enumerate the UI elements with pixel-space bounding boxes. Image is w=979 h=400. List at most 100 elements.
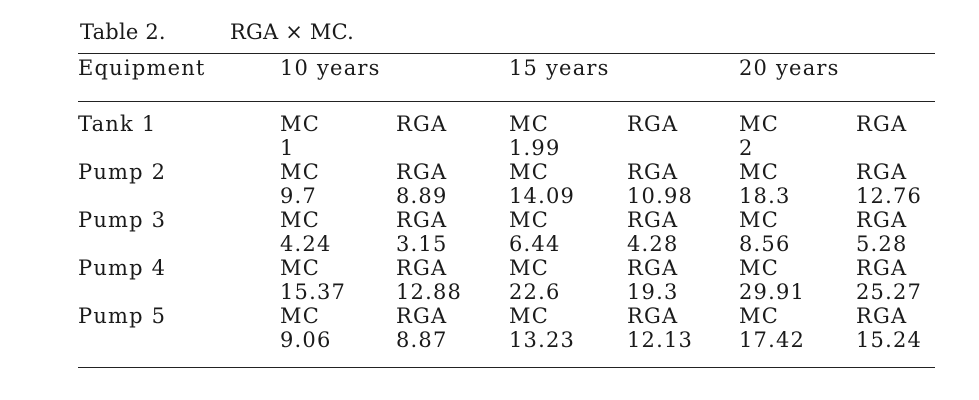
- table-caption: Table 2. RGA × MC.: [80, 20, 354, 44]
- table-row: Pump 3 MC 4.24 RGA 3.15 MC 6.44 RGA 4.28 MC 8.56 RG…: [78, 208, 935, 256]
- value-cell: MC 1.99: [509, 102, 627, 160]
- method-label: RGA: [627, 256, 679, 280]
- value-number: 5.28: [856, 232, 908, 256]
- method-label: RGA: [396, 208, 448, 232]
- value-cell: RGA 10.98: [627, 160, 739, 208]
- value-number: 4.28: [627, 232, 679, 256]
- method-label: RGA: [627, 304, 679, 328]
- method-label: RGA: [627, 208, 679, 232]
- method-label: RGA: [396, 304, 448, 328]
- value-number: 22.6: [509, 280, 561, 304]
- value-number: 10.98: [627, 184, 694, 208]
- equipment-name: Pump 3: [78, 208, 167, 232]
- value-number: 15.24: [856, 328, 923, 352]
- method-label: MC: [739, 112, 779, 136]
- value-cell: RGA 3.15: [396, 208, 509, 256]
- table-row: Tank 1 MC 1 RGA MC 1.99 RGA MC 2 RGA: [78, 102, 935, 160]
- value-cell: RGA 4.28: [627, 208, 739, 256]
- value-number: 9.06: [280, 328, 332, 352]
- value-cell: MC 9.06: [280, 304, 396, 352]
- equipment-cell: Pump 3: [78, 208, 280, 256]
- equipment-cell: Pump 5: [78, 304, 280, 352]
- value-cell: MC 8.56: [739, 208, 856, 256]
- value-number: 25.27: [856, 280, 923, 304]
- bottom-rule: [78, 367, 935, 368]
- method-label: MC: [509, 208, 549, 232]
- value-number: [396, 136, 509, 160]
- equipment-name: Pump 5: [78, 304, 167, 328]
- method-label: MC: [280, 112, 320, 136]
- method-label: MC: [280, 256, 320, 280]
- value-cell: RGA 8.89: [396, 160, 509, 208]
- equipment-name: Tank 1: [78, 112, 157, 136]
- equipment-cell: Pump 2: [78, 160, 280, 208]
- value-cell: MC 14.09: [509, 160, 627, 208]
- value-cell: RGA 8.87: [396, 304, 509, 352]
- method-label: RGA: [856, 208, 908, 232]
- table-row: Pump 2 MC 9.7 RGA 8.89 MC 14.09 RGA 10.98 MC 18.3 R…: [78, 160, 935, 208]
- value-cell: MC 13.23: [509, 304, 627, 352]
- table-header-row: Equipment 10 years 15 years 20 years: [78, 56, 935, 102]
- value-number: 15.37: [280, 280, 347, 304]
- table-figure: Table 2. RGA × MC. Equipment 10 years 15 …: [78, 0, 935, 400]
- value-number: 18.3: [739, 184, 791, 208]
- method-label: MC: [509, 160, 549, 184]
- value-cell: RGA 12.13: [627, 304, 739, 352]
- value-cell: MC 9.7: [280, 160, 396, 208]
- method-label: RGA: [396, 256, 448, 280]
- value-cell: MC 6.44: [509, 208, 627, 256]
- value-number: 1.99: [509, 136, 561, 160]
- method-label: MC: [509, 304, 549, 328]
- value-number: 12.13: [627, 328, 694, 352]
- value-cell: RGA 12.88: [396, 256, 509, 304]
- method-label: MC: [280, 304, 320, 328]
- data-table: Equipment 10 years 15 years 20 years Tan…: [78, 56, 935, 352]
- value-cell: MC 1: [280, 102, 396, 160]
- value-number: 1: [280, 136, 295, 160]
- value-cell: RGA: [627, 102, 739, 160]
- method-label: MC: [739, 304, 779, 328]
- value-cell: MC 18.3: [739, 160, 856, 208]
- value-cell: MC 15.37: [280, 256, 396, 304]
- table-body: Tank 1 MC 1 RGA MC 1.99 RGA MC 2 RGA Pump 2 MC 9.7 RG…: [78, 102, 935, 352]
- table-row: Pump 5 MC 9.06 RGA 8.87 MC 13.23 RGA 12.13 MC 17.4…: [78, 304, 935, 352]
- method-label: RGA: [856, 160, 908, 184]
- method-label: RGA: [396, 112, 448, 136]
- table-row: Pump 4 MC 15.37 RGA 12.88 MC 22.6 RGA 19.3 MC 29.9…: [78, 256, 935, 304]
- value-number: 6.44: [509, 232, 561, 256]
- value-number: 19.3: [627, 280, 679, 304]
- value-number: 14.09: [509, 184, 576, 208]
- equipment-name: Pump 2: [78, 160, 167, 184]
- method-label: RGA: [856, 256, 908, 280]
- header-period-10: 10 years: [280, 56, 381, 80]
- top-rule: [78, 53, 935, 54]
- value-number: 17.42: [739, 328, 806, 352]
- equipment-cell: Pump 4: [78, 256, 280, 304]
- value-cell: RGA 5.28: [856, 208, 935, 256]
- value-number: 8.87: [396, 328, 448, 352]
- value-cell: MC 29.91: [739, 256, 856, 304]
- value-number: 3.15: [396, 232, 448, 256]
- method-label: RGA: [627, 112, 679, 136]
- value-number: 8.89: [396, 184, 448, 208]
- value-cell: MC 22.6: [509, 256, 627, 304]
- method-label: MC: [509, 256, 549, 280]
- method-label: MC: [739, 256, 779, 280]
- value-number: 8.56: [739, 232, 791, 256]
- value-number: [856, 136, 935, 160]
- value-cell: RGA: [396, 102, 509, 160]
- value-cell: MC 4.24: [280, 208, 396, 256]
- method-label: RGA: [396, 160, 448, 184]
- equipment-name: Pump 4: [78, 256, 167, 280]
- value-number: 2: [739, 136, 754, 160]
- method-label: RGA: [856, 112, 908, 136]
- value-cell: RGA 15.24: [856, 304, 935, 352]
- value-cell: MC 17.42: [739, 304, 856, 352]
- value-number: [627, 136, 739, 160]
- header-equipment: Equipment: [78, 56, 206, 80]
- method-label: MC: [509, 112, 549, 136]
- method-label: MC: [280, 208, 320, 232]
- value-cell: RGA 12.76: [856, 160, 935, 208]
- header-period-15: 15 years: [509, 56, 610, 80]
- value-number: 12.76: [856, 184, 923, 208]
